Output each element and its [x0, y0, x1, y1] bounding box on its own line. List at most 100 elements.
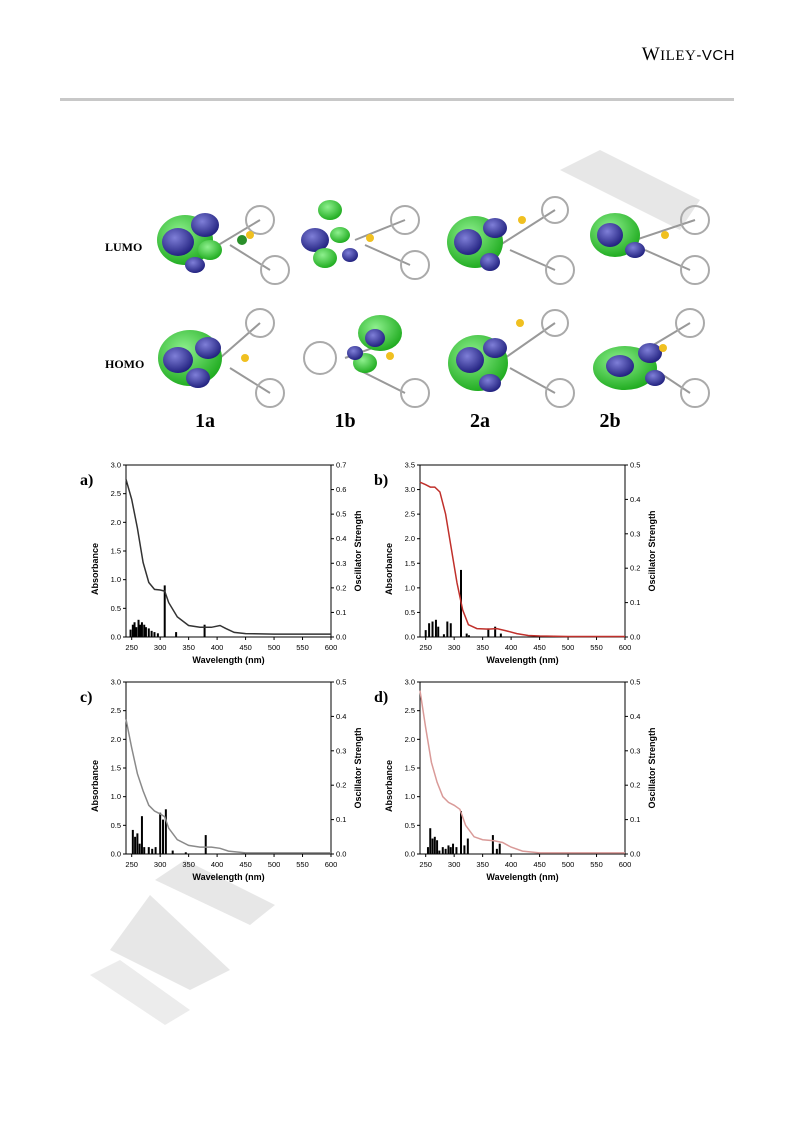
y-left-tick-label: 2.5 — [405, 510, 415, 519]
y-left-tick-label: 1.5 — [405, 559, 415, 568]
y-left-tick-label: 1.5 — [111, 764, 121, 773]
spectrum-panel-d: d)250 300 350 400 450 500 550 6000.00.51.01.52.… — [374, 678, 657, 883]
row-label-lumo: LUMO — [105, 240, 143, 254]
y-left-tick-label: 1.5 — [111, 547, 121, 556]
y-left-axis-label: Absorbance — [384, 760, 394, 812]
y-left-tick-label: 0.0 — [405, 633, 415, 642]
y-right-tick-label: 0.5 — [630, 461, 640, 470]
y-left-tick-label: 0.0 — [111, 633, 121, 642]
x-tick-label: 600 — [619, 643, 632, 652]
y-right-tick-label: 0.3 — [336, 559, 346, 568]
plot-frame — [419, 464, 626, 638]
y-left-axis-label: Absorbance — [384, 543, 394, 595]
y-right-tick-label: 0.3 — [630, 746, 640, 755]
y-left-tick-label: 2.0 — [111, 518, 121, 527]
x-tick-label: 300 — [448, 643, 461, 652]
lumo-1b-image — [301, 200, 430, 280]
y-right-tick-label: 0.0 — [630, 633, 640, 642]
y-right-tick-label: 0.2 — [336, 583, 346, 592]
y-right-tick-label: 0.4 — [630, 712, 640, 721]
x-tick-label: 450 — [239, 643, 252, 652]
y-left-tick-label: 3.5 — [405, 461, 415, 470]
x-tick-label: 300 — [154, 860, 167, 869]
y-right-tick-label: 0.1 — [630, 815, 640, 824]
y-right-tick-label: 0.6 — [336, 485, 346, 494]
orbital-figure: LUMO HOMO — [95, 170, 715, 440]
y-left-tick-label: 3.0 — [405, 485, 415, 494]
homo-1b-image — [303, 315, 430, 408]
y-left-tick-label: 0.5 — [111, 821, 121, 830]
y-left-tick-label: 1.5 — [405, 764, 415, 773]
y-right-tick-label: 0.1 — [336, 608, 346, 617]
y-left-tick-label: 2.5 — [111, 489, 121, 498]
x-axis-label: Wavelength (nm) — [192, 655, 264, 665]
x-tick-label: 300 — [448, 860, 461, 869]
y-right-tick-label: 0.5 — [336, 678, 346, 687]
y-right-tick-label: 0.5 — [336, 510, 346, 519]
y-right-tick-label: 0.0 — [336, 633, 346, 642]
x-tick-label: 600 — [325, 643, 338, 652]
y-left-tick-label: 1.0 — [405, 792, 415, 801]
panel-label: b) — [374, 472, 388, 489]
y-right-tick-label: 0.5 — [630, 678, 640, 687]
x-tick-label: 400 — [211, 860, 224, 869]
y-left-tick-label: 2.0 — [111, 735, 121, 744]
homo-2b-image — [593, 308, 710, 408]
x-tick-label: 450 — [533, 860, 546, 869]
x-tick-label: 550 — [590, 860, 603, 869]
x-axis-label: Wavelength (nm) — [192, 872, 264, 882]
panel-label: a) — [80, 472, 93, 489]
y-left-tick-label: 3.0 — [111, 678, 121, 687]
x-tick-label: 400 — [505, 643, 518, 652]
x-tick-label: 400 — [211, 643, 224, 652]
panel-label: c) — [80, 689, 92, 706]
x-tick-label: 500 — [268, 643, 281, 652]
x-tick-label: 250 — [419, 643, 432, 652]
y-left-tick-label: 2.5 — [405, 706, 415, 715]
y-left-tick-label: 0.5 — [405, 608, 415, 617]
x-tick-label: 500 — [268, 860, 281, 869]
x-axis-label: Wavelength (nm) — [486, 872, 558, 882]
homo-2a-image — [448, 309, 575, 408]
compound-label-2a: 2a — [470, 410, 490, 432]
y-left-tick-label: 0.0 — [111, 850, 121, 859]
x-tick-label: 350 — [476, 860, 489, 869]
homo-1a-image — [158, 308, 285, 408]
y-right-tick-label: 0.7 — [336, 461, 346, 470]
lumo-1a-image — [157, 205, 290, 285]
row-label-homo: HOMO — [105, 357, 145, 371]
y-right-tick-label: 0.0 — [630, 850, 640, 859]
spectrum-panel-b: b)250 300 350 400 450 500 550 6000.00.51.01.52.… — [374, 461, 657, 666]
y-left-tick-label: 2.0 — [405, 534, 415, 543]
x-tick-label: 450 — [239, 860, 252, 869]
y-right-tick-label: 0.1 — [336, 815, 346, 824]
y-right-tick-label: 0.2 — [630, 564, 640, 573]
publisher-logo: WILEY-VCH — [641, 44, 735, 65]
absorbance-curve — [125, 719, 331, 854]
y-right-axis-label: Oscillator Strength — [353, 510, 363, 591]
y-right-tick-label: 0.3 — [630, 529, 640, 538]
x-tick-label: 300 — [154, 643, 167, 652]
y-right-tick-label: 0.4 — [336, 534, 346, 543]
y-right-tick-label: 0.2 — [630, 781, 640, 790]
y-left-axis-label: Absorbance — [90, 760, 100, 812]
absorbance-curve — [419, 481, 625, 638]
y-left-tick-label: 1.0 — [405, 583, 415, 592]
y-right-tick-label: 0.3 — [336, 746, 346, 755]
x-tick-label: 250 — [125, 860, 138, 869]
y-left-tick-label: 0.5 — [111, 604, 121, 613]
panel-label: d) — [374, 689, 388, 706]
orbital-images — [157, 196, 710, 408]
y-right-axis-label: Oscillator Strength — [353, 727, 363, 808]
plot-frame — [419, 681, 626, 855]
x-tick-label: 350 — [182, 643, 195, 652]
y-right-tick-label: 0.4 — [336, 712, 346, 721]
compound-label-1a: 1a — [195, 410, 215, 432]
y-left-tick-label: 3.0 — [405, 678, 415, 687]
y-right-tick-label: 0.0 — [336, 850, 346, 859]
x-axis-label: Wavelength (nm) — [486, 655, 558, 665]
absorbance-curve — [419, 690, 625, 854]
x-tick-label: 250 — [125, 643, 138, 652]
spectrum-panel-a: a)250 300 350 400 450 500 550 6000.00.51.01.52.… — [80, 461, 363, 666]
